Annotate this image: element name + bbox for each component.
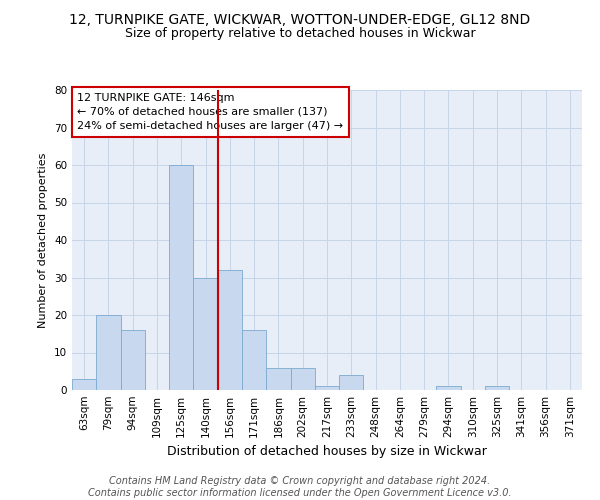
Bar	[290, 368, 315, 390]
Text: 12, TURNPIKE GATE, WICKWAR, WOTTON-UNDER-EDGE, GL12 8ND: 12, TURNPIKE GATE, WICKWAR, WOTTON-UNDER…	[70, 12, 530, 26]
X-axis label: Distribution of detached houses by size in Wickwar: Distribution of detached houses by size …	[167, 446, 487, 458]
Y-axis label: Number of detached properties: Number of detached properties	[38, 152, 49, 328]
Bar	[436, 386, 461, 390]
Bar	[485, 386, 509, 390]
Bar	[218, 270, 242, 390]
Bar	[266, 368, 290, 390]
Bar	[121, 330, 145, 390]
Text: Contains HM Land Registry data © Crown copyright and database right 2024.
Contai: Contains HM Land Registry data © Crown c…	[88, 476, 512, 498]
Text: 12 TURNPIKE GATE: 146sqm
← 70% of detached houses are smaller (137)
24% of semi-: 12 TURNPIKE GATE: 146sqm ← 70% of detach…	[77, 93, 343, 131]
Bar	[339, 375, 364, 390]
Text: Size of property relative to detached houses in Wickwar: Size of property relative to detached ho…	[125, 28, 475, 40]
Bar	[72, 379, 96, 390]
Bar	[315, 386, 339, 390]
Bar	[242, 330, 266, 390]
Bar	[169, 165, 193, 390]
Bar	[193, 278, 218, 390]
Bar	[96, 315, 121, 390]
